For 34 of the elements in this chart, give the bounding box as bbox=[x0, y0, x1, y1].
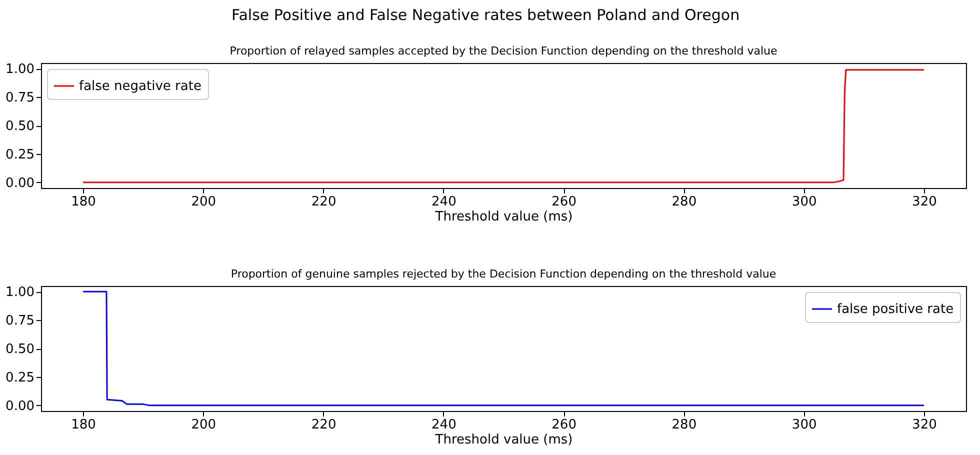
x-tick-label: 220 bbox=[311, 418, 336, 432]
legend-label: false positive rate bbox=[837, 302, 954, 317]
y-tick-label: 0.25 bbox=[6, 370, 34, 386]
legend-label: false negative rate bbox=[79, 79, 202, 94]
x-tick-label: 260 bbox=[552, 418, 576, 432]
x-tick-label: 300 bbox=[792, 194, 817, 210]
y-tick-label: 0.50 bbox=[6, 342, 34, 357]
x-axis-title: Threshold value (ms) bbox=[434, 432, 573, 448]
y-tick-label: 0.00 bbox=[6, 176, 34, 191]
y-tick-label: 1.00 bbox=[6, 62, 34, 78]
y-tick-label: 1.00 bbox=[6, 285, 34, 300]
x-tick-label: 240 bbox=[432, 194, 456, 210]
y-tick-label: 0.75 bbox=[6, 90, 34, 106]
x-tick-label: 260 bbox=[552, 194, 576, 210]
x-tick-label: 180 bbox=[71, 194, 96, 210]
x-tick-label: 200 bbox=[191, 418, 216, 432]
chart-title: Proportion of genuine samples rejected by the Decision Function depending on the threshold value bbox=[230, 268, 776, 281]
x-tick-label: 280 bbox=[672, 194, 697, 210]
x-tick-label: 300 bbox=[792, 418, 817, 432]
x-tick-label: 320 bbox=[912, 194, 937, 210]
x-tick-label: 280 bbox=[672, 418, 697, 432]
y-tick-label: 0.00 bbox=[6, 398, 34, 414]
y-tick-label: 0.50 bbox=[6, 119, 34, 134]
chart-title: Proportion of relayed samples accepted by the Decision Function depending on the threshold value bbox=[230, 44, 778, 58]
x-tick-label: 220 bbox=[311, 194, 336, 210]
x-axis-title: Threshold value (ms) bbox=[434, 210, 573, 224]
x-tick-label: 180 bbox=[71, 418, 96, 432]
text: False Positive and False Negative rates between Poland and Oregon bbox=[231, 6, 740, 24]
x-tick-label: 240 bbox=[432, 418, 456, 432]
y-tick-label: 0.75 bbox=[6, 314, 34, 329]
x-tick-label: 320 bbox=[912, 418, 937, 432]
line-series bbox=[82, 290, 925, 406]
y-tick-label: 0.25 bbox=[6, 147, 34, 162]
x-tick-label: 200 bbox=[191, 194, 216, 210]
